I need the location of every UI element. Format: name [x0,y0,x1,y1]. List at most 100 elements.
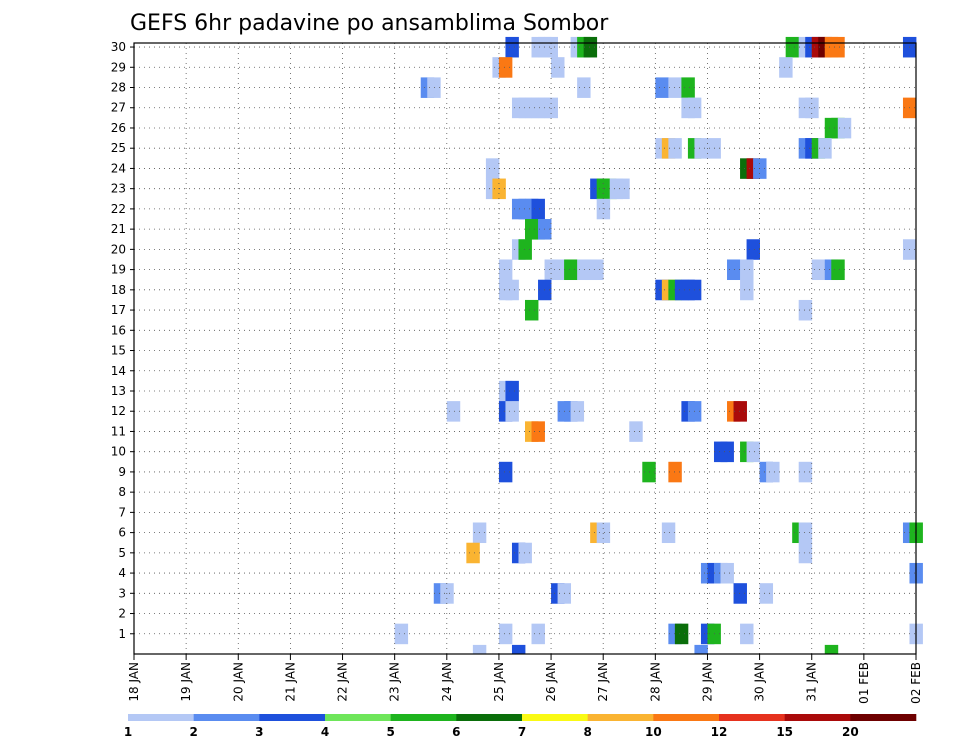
x-tick-label: 26 JAN [544,662,558,702]
heatmap-cell [570,401,585,422]
heatmap-cell [518,239,532,260]
heatmap-cell [498,623,513,645]
y-tick-label: 26 [111,121,126,135]
y-tick-label: 14 [111,364,126,378]
heatmap-cell [811,259,826,281]
heatmap-cell [694,644,708,655]
heatmap-cell [733,401,747,422]
legend-swatch [850,714,917,721]
heatmap-cell [427,77,441,98]
heatmap-cell [746,239,760,260]
x-axis-ticks: 18 JAN 19 JAN 20 JAN 21 JAN 22 JAN 23 JAN 24 J… [127,654,923,704]
legend-swatch [522,714,588,721]
legend-swatch [390,714,457,721]
heatmap-cell [531,198,545,220]
legend-label: 1 [124,725,132,739]
legend-swatch [325,714,391,721]
heatmap-cell [544,97,558,119]
heatmap-cell [766,461,780,483]
x-tick-label: 25 JAN [492,662,506,702]
y-tick-label: 18 [111,283,126,297]
legend-label: 2 [189,725,197,739]
legend-swatch [587,714,654,721]
heatmap-cell [727,259,741,281]
heatmap-cell [694,138,708,159]
heatmap-cell [629,421,643,442]
x-tick-label: 01 FEB [857,662,871,704]
heatmap-cell [505,279,519,301]
heatmap-cell [531,623,545,645]
legend-label: 20 [842,725,859,739]
x-tick-label: 24 JAN [440,662,454,702]
legend-label: 4 [321,725,329,739]
y-tick-label: 16 [111,323,126,337]
heatmap-cell [668,77,682,98]
heatmap-cell [824,644,839,655]
heatmap-cell [668,138,682,159]
color-legend: 1 2 3 4 5 6 7 8 10 12 15 20 [124,714,917,739]
y-tick-label: 30 [111,40,126,54]
heatmap-cell [733,583,747,604]
heatmap-cell [485,158,500,179]
heatmap-cell [518,542,532,564]
x-tick-label: 02 FEB [909,662,923,704]
heatmap-cell [577,77,591,98]
heatmap-cell [740,259,754,281]
legend-swatch [456,714,523,721]
heatmap-cell [551,259,565,281]
heatmap-cell [681,77,695,98]
heatmap-cell [564,259,578,281]
legend-swatch [193,714,260,721]
heatmap-cell [394,623,409,645]
heatmap-cell [740,279,754,301]
x-tick-label: 31 JAN [805,662,819,702]
grid-lines [134,43,916,654]
legend-swatch [784,714,851,721]
heatmap-cell [661,522,676,544]
y-tick-label: 19 [111,263,126,277]
legend-label: 5 [386,725,394,739]
x-tick-label: 23 JAN [388,662,402,702]
legend-label: 6 [452,725,460,739]
heatmap-cell [596,198,611,220]
x-tick-label: 28 JAN [648,662,662,702]
heatmap-cell [805,97,819,119]
y-tick-label: 24 [111,161,126,175]
heatmap-cell [505,380,519,402]
y-axis-ticks: 1234567891011121314151617181920212223242… [111,40,134,641]
x-tick-label: 20 JAN [231,662,245,702]
heatmap-cell [798,299,813,321]
legend-label: 12 [711,725,728,739]
x-tick-label: 22 JAN [336,662,350,702]
heatmap-cell [674,623,689,645]
heatmap-cell [583,36,598,58]
legend-label: 3 [255,725,263,739]
x-tick-label: 19 JAN [179,662,193,702]
y-tick-label: 6 [118,526,126,540]
heatmap-cell [785,36,800,58]
x-tick-label: 27 JAN [596,662,610,702]
heatmap-cell [472,644,487,655]
y-tick-label: 17 [111,303,126,317]
heatmap-cell [831,36,845,58]
y-tick-label: 10 [111,445,126,459]
heatmap-cell [668,461,682,483]
y-tick-label: 2 [118,607,126,621]
y-tick-label: 5 [118,546,126,560]
y-tick-label: 9 [118,465,126,479]
heatmap-cell [596,522,611,544]
heatmap-cell [798,461,813,483]
heatmap-cell [798,542,813,564]
legend-swatch [259,714,326,721]
plot-frame [133,42,917,655]
y-tick-label: 21 [111,222,126,236]
y-tick-label: 12 [111,404,126,418]
x-tick-label: 18 JAN [127,662,141,702]
legend-swatch [653,714,720,721]
y-tick-label: 25 [111,141,126,155]
y-tick-label: 13 [111,384,126,398]
heatmap-cell [505,36,519,58]
y-tick-label: 3 [118,586,126,600]
heatmap-cell [655,77,669,98]
x-tick-label: 21 JAN [283,662,297,702]
